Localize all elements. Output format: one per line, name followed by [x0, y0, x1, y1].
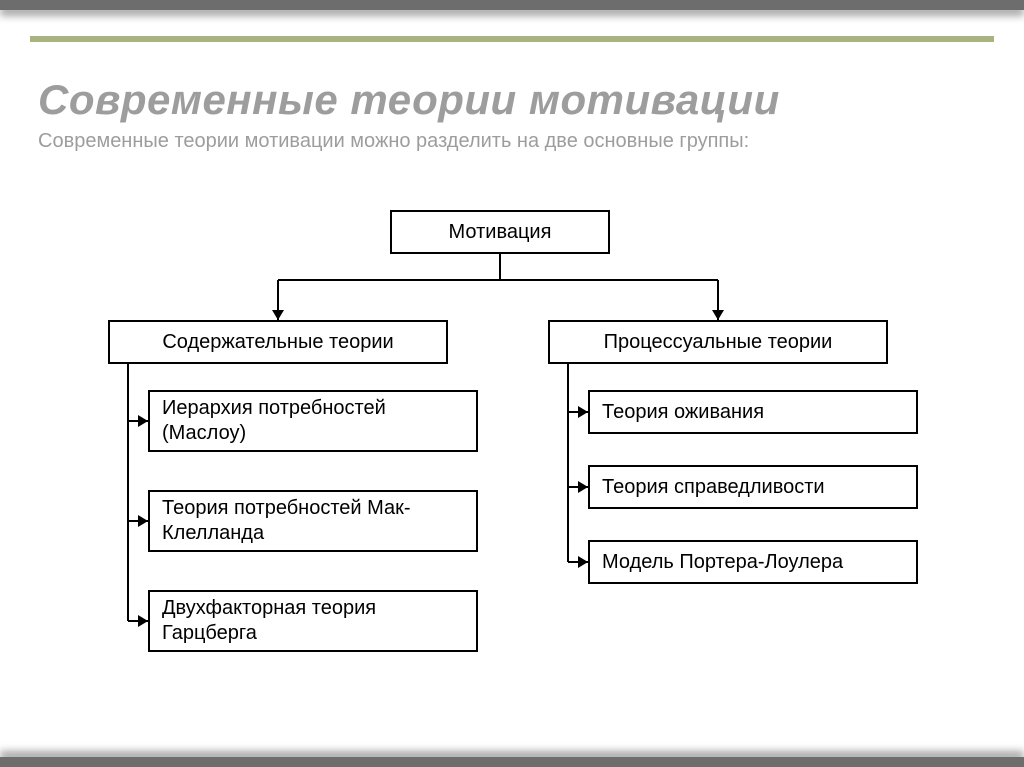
- arrow-down-icon: [272, 310, 284, 320]
- accent-bar: [30, 36, 994, 42]
- branch-0-item-0: Иерархия потребностей (Маслоу): [148, 390, 478, 452]
- arrow-right-icon: [138, 615, 148, 627]
- bottom-bar: [0, 757, 1024, 767]
- motivation-diagram: Мотивация Содержательные теории Иерархия п…: [0, 210, 1024, 750]
- arrow-right-icon: [138, 415, 148, 427]
- arrow-right-icon: [578, 556, 588, 568]
- branch-0-item-1: Теория потребностей Мак-Клелланда: [148, 490, 478, 552]
- branch-header-1: Процессуальные теории: [548, 320, 888, 364]
- root-node: Мотивация: [390, 210, 610, 254]
- top-bar: [0, 0, 1024, 10]
- arrow-right-icon: [138, 515, 148, 527]
- branch-0-item-2: Двухфакторная теория Гарцберга: [148, 590, 478, 652]
- slide-subtitle: Современные теории мотивации можно разде…: [38, 128, 986, 155]
- connector-line: [278, 279, 718, 281]
- branch-1-item-0: Теория оживания: [588, 390, 918, 434]
- branch-header-0: Содержательные теории: [108, 320, 448, 364]
- branch-1-item-2: Модель Портера-Лоулера: [588, 540, 918, 584]
- arrow-right-icon: [578, 481, 588, 493]
- arrow-down-icon: [712, 310, 724, 320]
- connector-line: [499, 254, 501, 280]
- connector-line: [127, 364, 129, 621]
- arrow-right-icon: [578, 406, 588, 418]
- slide-title: Современные теории мотивации: [38, 76, 780, 124]
- connector-line: [567, 364, 569, 562]
- branch-1-item-1: Теория справедливости: [588, 465, 918, 509]
